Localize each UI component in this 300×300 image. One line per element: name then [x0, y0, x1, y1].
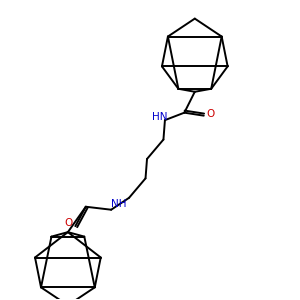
Text: NH: NH — [111, 199, 126, 209]
Text: HN: HN — [152, 112, 167, 122]
Text: O: O — [65, 218, 73, 228]
Text: O: O — [206, 109, 214, 119]
